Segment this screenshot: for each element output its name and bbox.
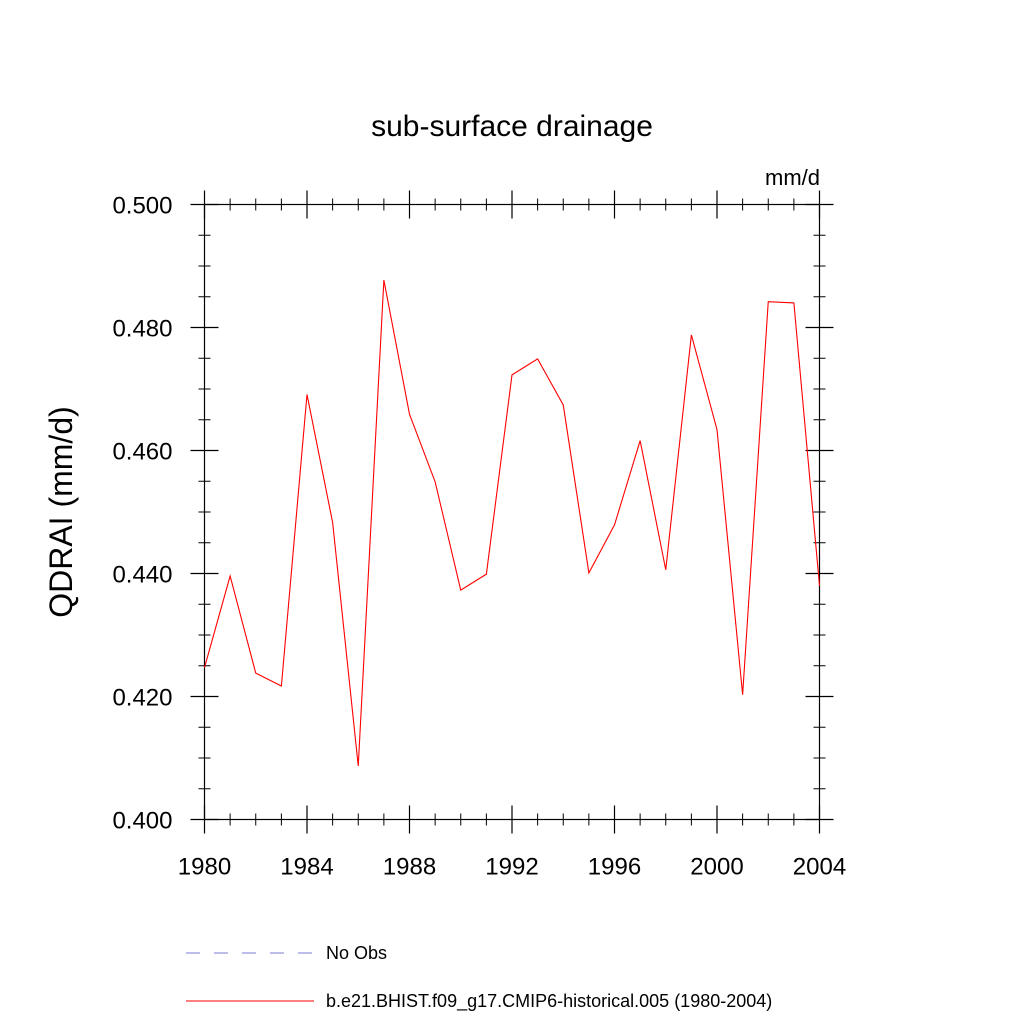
x-tick-label: 1992 [485, 854, 538, 881]
x-tick-label: 1996 [588, 854, 641, 881]
legend-label-model: b.e21.BHIST.f09_g17.CMIP6-historical.005… [326, 991, 772, 1012]
y-tick-label: 0.420 [112, 685, 172, 712]
units-label: mm/d [765, 165, 820, 190]
legend-label-no-obs: No Obs [326, 943, 387, 963]
y-tick-label: 0.500 [112, 193, 172, 220]
x-tick-label: 2004 [793, 854, 846, 881]
y-tick-label: 0.480 [112, 316, 172, 343]
x-axis-ticks: 1980 1984 1988 1992 1996 2000 2004 [178, 190, 846, 881]
y-axis-label: QDRAI (mm/d) [43, 406, 79, 618]
series-line [203, 280, 821, 767]
y-tick-label: 0.400 [112, 808, 172, 835]
x-tick-label: 1980 [178, 854, 231, 881]
x-tick-label: 1984 [280, 854, 333, 881]
y-tick-label: 0.440 [112, 562, 172, 589]
legend: No Obs b.e21.BHIST.f09_g17.CMIP6-histori… [186, 943, 772, 1012]
x-tick-label: 2000 [690, 854, 743, 881]
series-layer [203, 280, 821, 767]
x-tick-label: 1988 [383, 854, 436, 881]
y-axis-ticks: 0.400 0.420 0.440 0.460 0.480 0.500 [112, 193, 834, 835]
y-tick-label: 0.460 [112, 439, 172, 466]
chart-title: sub-surface drainage [371, 110, 653, 143]
